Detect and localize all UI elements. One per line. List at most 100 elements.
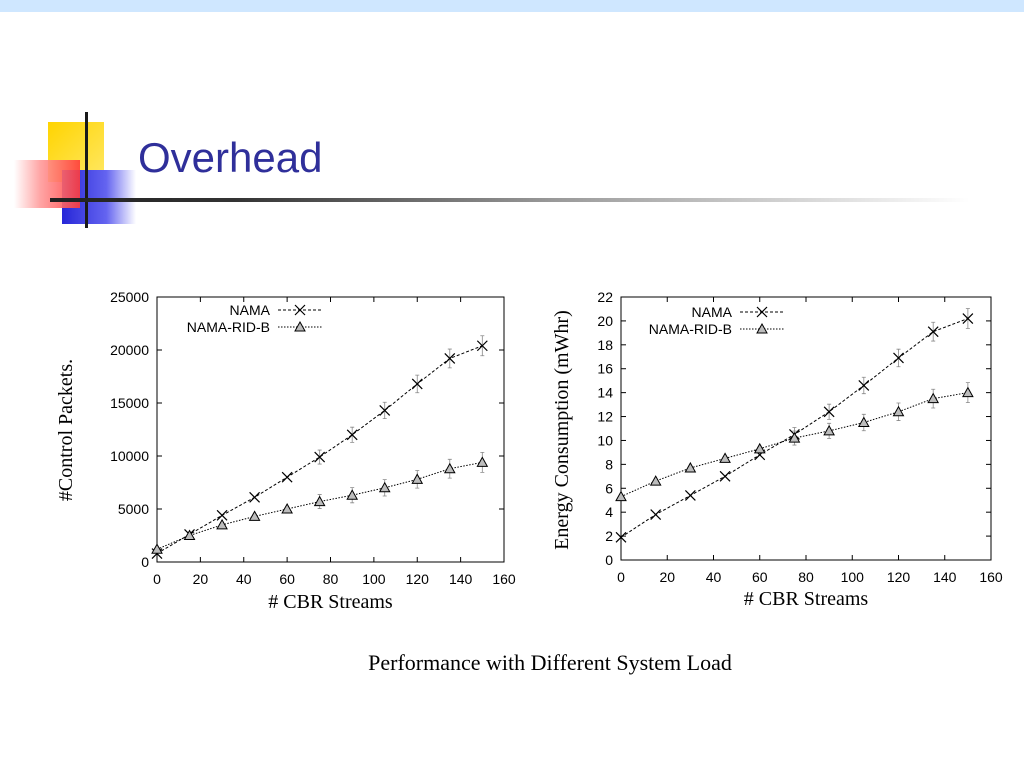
- charts-canvas: 0 20 40 60 80 100 120 140 1600500010000150002000…: [55, 289, 1003, 613]
- data-point-triangle: [248, 510, 261, 521]
- data-point-x: [858, 380, 870, 391]
- data-point-triangle: [615, 490, 627, 502]
- legend-label: NAMA-RID-B: [649, 321, 732, 337]
- x-tick-label: 20: [193, 571, 209, 587]
- y-tick-label: 15000: [110, 395, 149, 411]
- data-point-triangle: [183, 529, 196, 540]
- x-tick-label: 140: [933, 569, 957, 585]
- series-nama-rid-b: [151, 451, 489, 554]
- x-axis-label: # CBR Streams: [744, 588, 869, 610]
- data-point-triangle: [378, 481, 391, 493]
- data-point-x: [444, 353, 456, 364]
- chart-2: 0 20 40 60 80 100 120 140 160 0 2 4 6 8 10 12 14 16 18 20 22…: [551, 289, 1003, 610]
- y-tick-label: 5000: [118, 501, 149, 517]
- data-point-x: [893, 352, 904, 364]
- y-tick-label: 12: [597, 409, 613, 425]
- y-tick-label: 0: [141, 554, 149, 570]
- data-point-triangle: [346, 489, 359, 500]
- data-point-x: [823, 406, 835, 418]
- data-point-x: [411, 378, 423, 390]
- data-point-triangle: [411, 473, 424, 484]
- x-tick-label: 40: [706, 569, 722, 585]
- x-tick-label: 100: [841, 569, 865, 585]
- chart-1: 0 20 40 60 80 100 120 140 160 0 5000 10000 15000 2000…: [55, 289, 516, 613]
- slide-caption: Performance with Different System Load: [368, 650, 732, 675]
- x-tick-label: 40: [236, 571, 252, 587]
- x-tick-label: 160: [979, 569, 1003, 585]
- y-tick-label: 10000: [110, 448, 149, 464]
- data-point-triangle: [823, 424, 835, 436]
- y-tick-label: 10: [597, 432, 613, 448]
- data-point-triangle: [788, 432, 801, 443]
- data-point-triangle: [443, 462, 456, 474]
- data-point-x: [249, 491, 261, 503]
- x-tick-label: 0: [153, 571, 161, 587]
- series-line: [156, 345, 483, 554]
- x-tick-label: 60: [752, 569, 768, 585]
- x-tick-label: 100: [362, 571, 386, 587]
- data-point-triangle: [962, 386, 974, 398]
- data-point-triangle: [151, 543, 163, 554]
- series-nama: [151, 335, 488, 559]
- data-point-triangle: [719, 452, 731, 463]
- x-tick-label: 140: [449, 571, 473, 587]
- x-tick-label: 80: [323, 571, 339, 587]
- decor-title-underline: [50, 198, 970, 202]
- y-axis-label: Energy Consumption (mWhr): [551, 310, 573, 550]
- data-point-triangle: [927, 392, 940, 404]
- y-tick-label: 18: [597, 337, 613, 353]
- data-point-triangle: [649, 475, 662, 486]
- data-point-x: [216, 509, 228, 521]
- data-point-x: [314, 451, 326, 463]
- x-tick-label: 80: [798, 569, 814, 585]
- series-line: [156, 461, 483, 550]
- data-point-x: [684, 490, 696, 501]
- data-point-x: [927, 326, 939, 338]
- y-tick-label: 25000: [110, 289, 149, 305]
- x-tick-label: 160: [492, 571, 516, 587]
- y-tick-label: 22: [597, 289, 613, 305]
- x-tick-label: 0: [617, 569, 625, 585]
- data-point-triangle: [753, 442, 766, 454]
- y-axis-label: #Control Packets.: [55, 359, 77, 501]
- data-point-x: [346, 429, 358, 441]
- plot-frame: [156, 296, 505, 563]
- data-point-x: [962, 313, 974, 324]
- y-tick-label: 8: [605, 456, 613, 472]
- y-tick-label: 4: [605, 504, 613, 520]
- data-point-x: [756, 306, 768, 318]
- y-tick-label: 14: [597, 385, 613, 401]
- data-point-triangle: [857, 416, 870, 428]
- data-point-triangle: [281, 502, 293, 514]
- data-point-triangle: [476, 456, 489, 467]
- data-point-triangle: [294, 320, 306, 332]
- data-point-triangle: [892, 405, 905, 417]
- legend-label: NAMA: [692, 304, 733, 320]
- x-tick-label: 120: [406, 571, 430, 587]
- x-tick-label: 60: [279, 571, 295, 587]
- data-point-triangle: [216, 518, 228, 530]
- data-point-x: [719, 470, 731, 482]
- data-point-x: [650, 509, 662, 520]
- data-point-x: [476, 340, 488, 352]
- x-tick-label: 20: [659, 569, 675, 585]
- series-nama-rid-b: [615, 382, 974, 502]
- slide-title: Overhead: [138, 134, 323, 181]
- legend-label: NAMA-RID-B: [187, 319, 270, 335]
- legend-label: NAMA: [230, 302, 271, 318]
- y-tick-label: 6: [605, 480, 613, 496]
- data-point-x: [294, 304, 306, 316]
- data-point-x: [615, 531, 627, 543]
- y-tick-label: 20000: [110, 342, 149, 358]
- y-tick-label: 16: [597, 361, 613, 377]
- data-point-x: [281, 471, 293, 483]
- y-tick-label: 2: [605, 528, 613, 544]
- y-tick-label: 0: [605, 552, 613, 568]
- top-band: [0, 0, 1024, 12]
- x-tick-label: 120: [887, 569, 911, 585]
- data-point-x: [379, 404, 391, 416]
- decor-vertical-line: [85, 112, 88, 228]
- data-point-triangle: [756, 322, 768, 334]
- series-nama: [615, 308, 974, 543]
- x-axis-label: # CBR Streams: [268, 591, 393, 613]
